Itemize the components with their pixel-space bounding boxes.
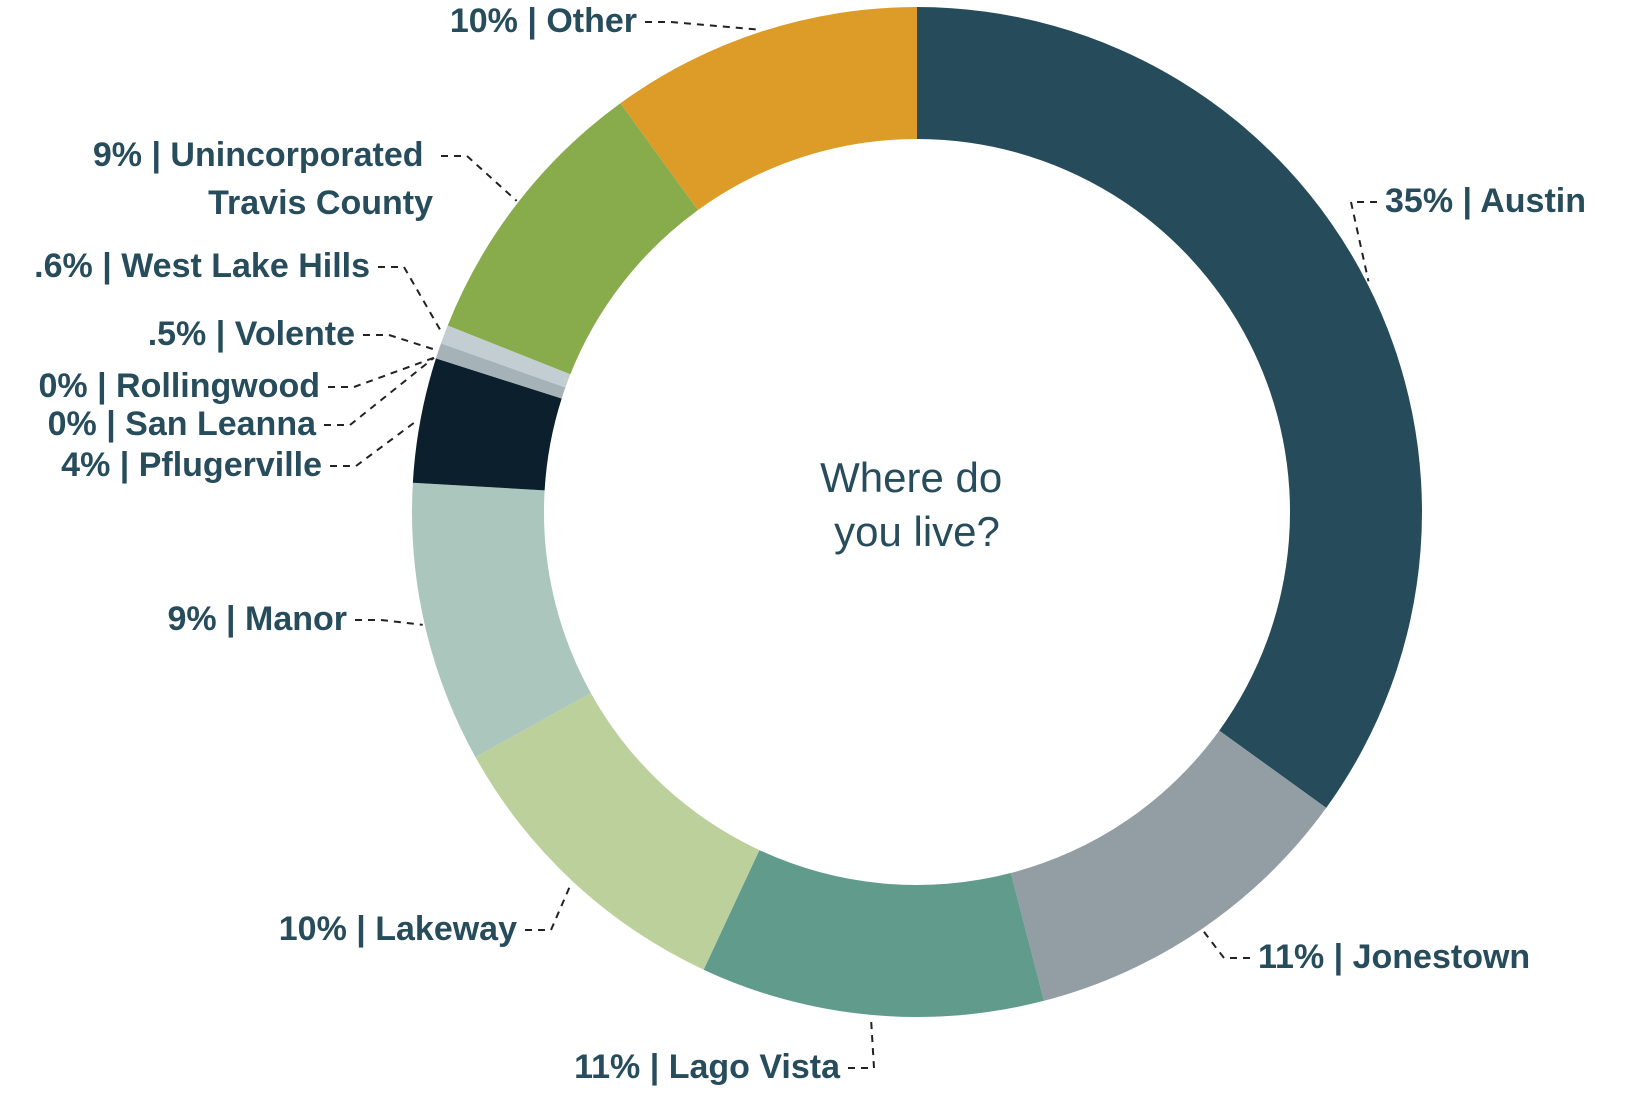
separator: | (216, 315, 226, 353)
category-label: Austin (1480, 182, 1586, 220)
slice-label: .6% | West Lake Hills (34, 247, 370, 285)
separator: | (356, 910, 366, 948)
donut-slice (440, 325, 571, 388)
slice-label: 10% | Other (450, 2, 637, 40)
category-label: Jonestown (1353, 938, 1531, 976)
leader-line (363, 334, 437, 352)
leader-line (1349, 201, 1377, 282)
value-label: 9% (167, 600, 216, 638)
value-label: 11% (1258, 938, 1324, 976)
separator: | (97, 367, 107, 405)
slice-label: 0% | Rollingwood (38, 367, 320, 405)
category-label: Other (546, 2, 637, 40)
value-label: 0% (48, 405, 97, 443)
leader-line (330, 418, 420, 467)
leader-line (525, 882, 573, 931)
category-label: Manor (245, 600, 347, 638)
leader-line (848, 1016, 876, 1069)
leader-line (324, 356, 435, 426)
value-label: 10% (279, 910, 347, 948)
donut-slice (703, 850, 1045, 1017)
value-label: 10% (450, 2, 518, 40)
slice-label: 9% | Unincorporated Travis County (93, 136, 433, 222)
category-label: Pflugerville (139, 446, 322, 484)
leader-line (355, 619, 423, 626)
slice-label: 0% | San Leanna (48, 405, 317, 443)
donut-slice (412, 358, 562, 491)
donut-slice (435, 343, 566, 399)
category-label: Volente (235, 315, 355, 353)
separator: | (151, 136, 161, 174)
slice-label: 9% | Manor (167, 600, 347, 638)
separator: | (102, 247, 112, 285)
value-label: 0% (38, 367, 87, 405)
category-label: West Lake Hills (121, 247, 370, 285)
separator: | (1334, 938, 1344, 976)
value-label: 4% (61, 446, 110, 484)
donut-slice (447, 103, 698, 375)
separator: | (120, 446, 130, 484)
donut-slice (412, 482, 591, 758)
category-label: Rollingwood (116, 367, 320, 405)
donut-slice (620, 7, 917, 211)
leader-line (441, 155, 518, 202)
donut-slice (917, 7, 1422, 808)
category-label: Unincorporated Travis County (170, 136, 433, 222)
leader-line (328, 356, 435, 388)
leader-line (1202, 929, 1250, 959)
separator: | (106, 405, 116, 443)
value-label: .6% (34, 247, 93, 285)
category-label: Lago Vista (669, 1048, 841, 1086)
slice-label: .5% | Volente (148, 315, 355, 353)
separator: | (650, 1048, 660, 1086)
category-label: Lakeway (375, 910, 517, 948)
slice-label: 11% | Lago Vista (574, 1048, 841, 1086)
donut-slice (1010, 730, 1327, 1001)
category-label: San Leanna (125, 405, 317, 443)
slice-label: 35% | Austin (1385, 182, 1586, 220)
leader-line (378, 266, 444, 335)
value-label: 35% (1385, 182, 1453, 220)
donut-slice (475, 693, 760, 970)
leader-line (645, 21, 761, 31)
value-label: 9% (93, 136, 142, 174)
value-label: .5% (148, 315, 207, 353)
slice-label: 10% | Lakeway (279, 910, 517, 948)
separator: | (226, 600, 236, 638)
value-label: 11% (574, 1048, 640, 1086)
chart-title: Where do you live? (820, 454, 1014, 555)
separator: | (1463, 182, 1473, 220)
separator: | (527, 2, 537, 40)
slice-label: 11% | Jonestown (1258, 938, 1530, 976)
slice-label: 4% | Pflugerville (61, 446, 322, 484)
